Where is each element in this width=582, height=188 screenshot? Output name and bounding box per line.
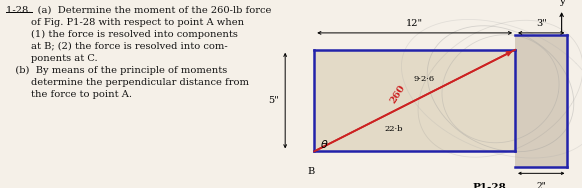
Text: $\theta$: $\theta$: [320, 138, 329, 150]
Text: 12": 12": [406, 19, 423, 28]
Text: y: y: [559, 0, 565, 6]
Text: 9·2·6: 9·2·6: [413, 75, 434, 83]
Bar: [314, 50, 515, 151]
Text: 5": 5": [268, 96, 279, 105]
Text: B: B: [308, 167, 315, 176]
Text: 3": 3": [536, 19, 546, 28]
Text: P1-28: P1-28: [472, 183, 506, 188]
Text: 22·b: 22·b: [384, 125, 403, 133]
Bar: [515, 35, 567, 167]
Text: 2": 2": [537, 182, 546, 188]
Text: 1-28.  (a)  Determine the moment of the 260-lb force
        of Fig. P1-28 with : 1-28. (a) Determine the moment of the 26…: [6, 6, 271, 99]
Text: 260: 260: [388, 83, 406, 105]
